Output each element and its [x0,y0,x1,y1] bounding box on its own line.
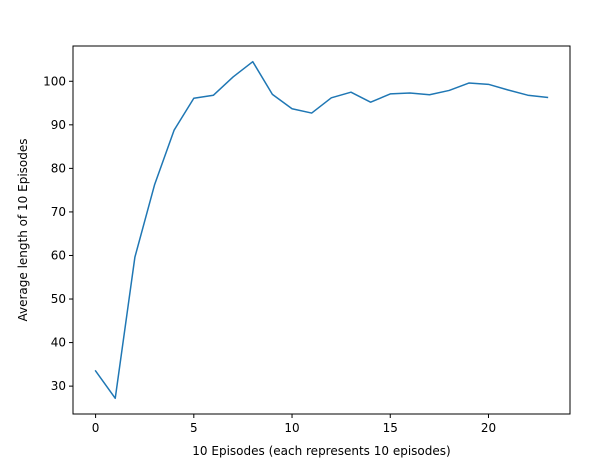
y-axis-label: Average length of 10 Episodes [16,139,30,322]
x-tick-label: 5 [190,421,198,435]
y-tick-label: 50 [51,292,66,306]
x-axis-label: 10 Episodes (each represents 10 episodes… [192,444,450,458]
y-tick-label: 90 [51,118,66,132]
series-line [94,60,549,400]
y-tick-label: 100 [43,74,66,88]
y-tick-label: 80 [51,161,66,175]
y-tick-label: 70 [51,205,66,219]
x-tick-label: 0 [92,421,100,435]
x-tick-label: 20 [481,421,496,435]
y-tick-label: 60 [51,248,66,262]
plot-background [73,46,570,414]
x-tick-label: 10 [284,421,299,435]
ticks-layer: 0 5 10 15 20 30 40 50 60 70 80 90 100 [43,74,496,435]
y-tick-label: 40 [51,336,66,350]
y-tick-label: 30 [51,379,66,393]
series-layer [94,60,549,400]
x-tick-label: 15 [383,421,398,435]
plot-frame [72,45,571,415]
